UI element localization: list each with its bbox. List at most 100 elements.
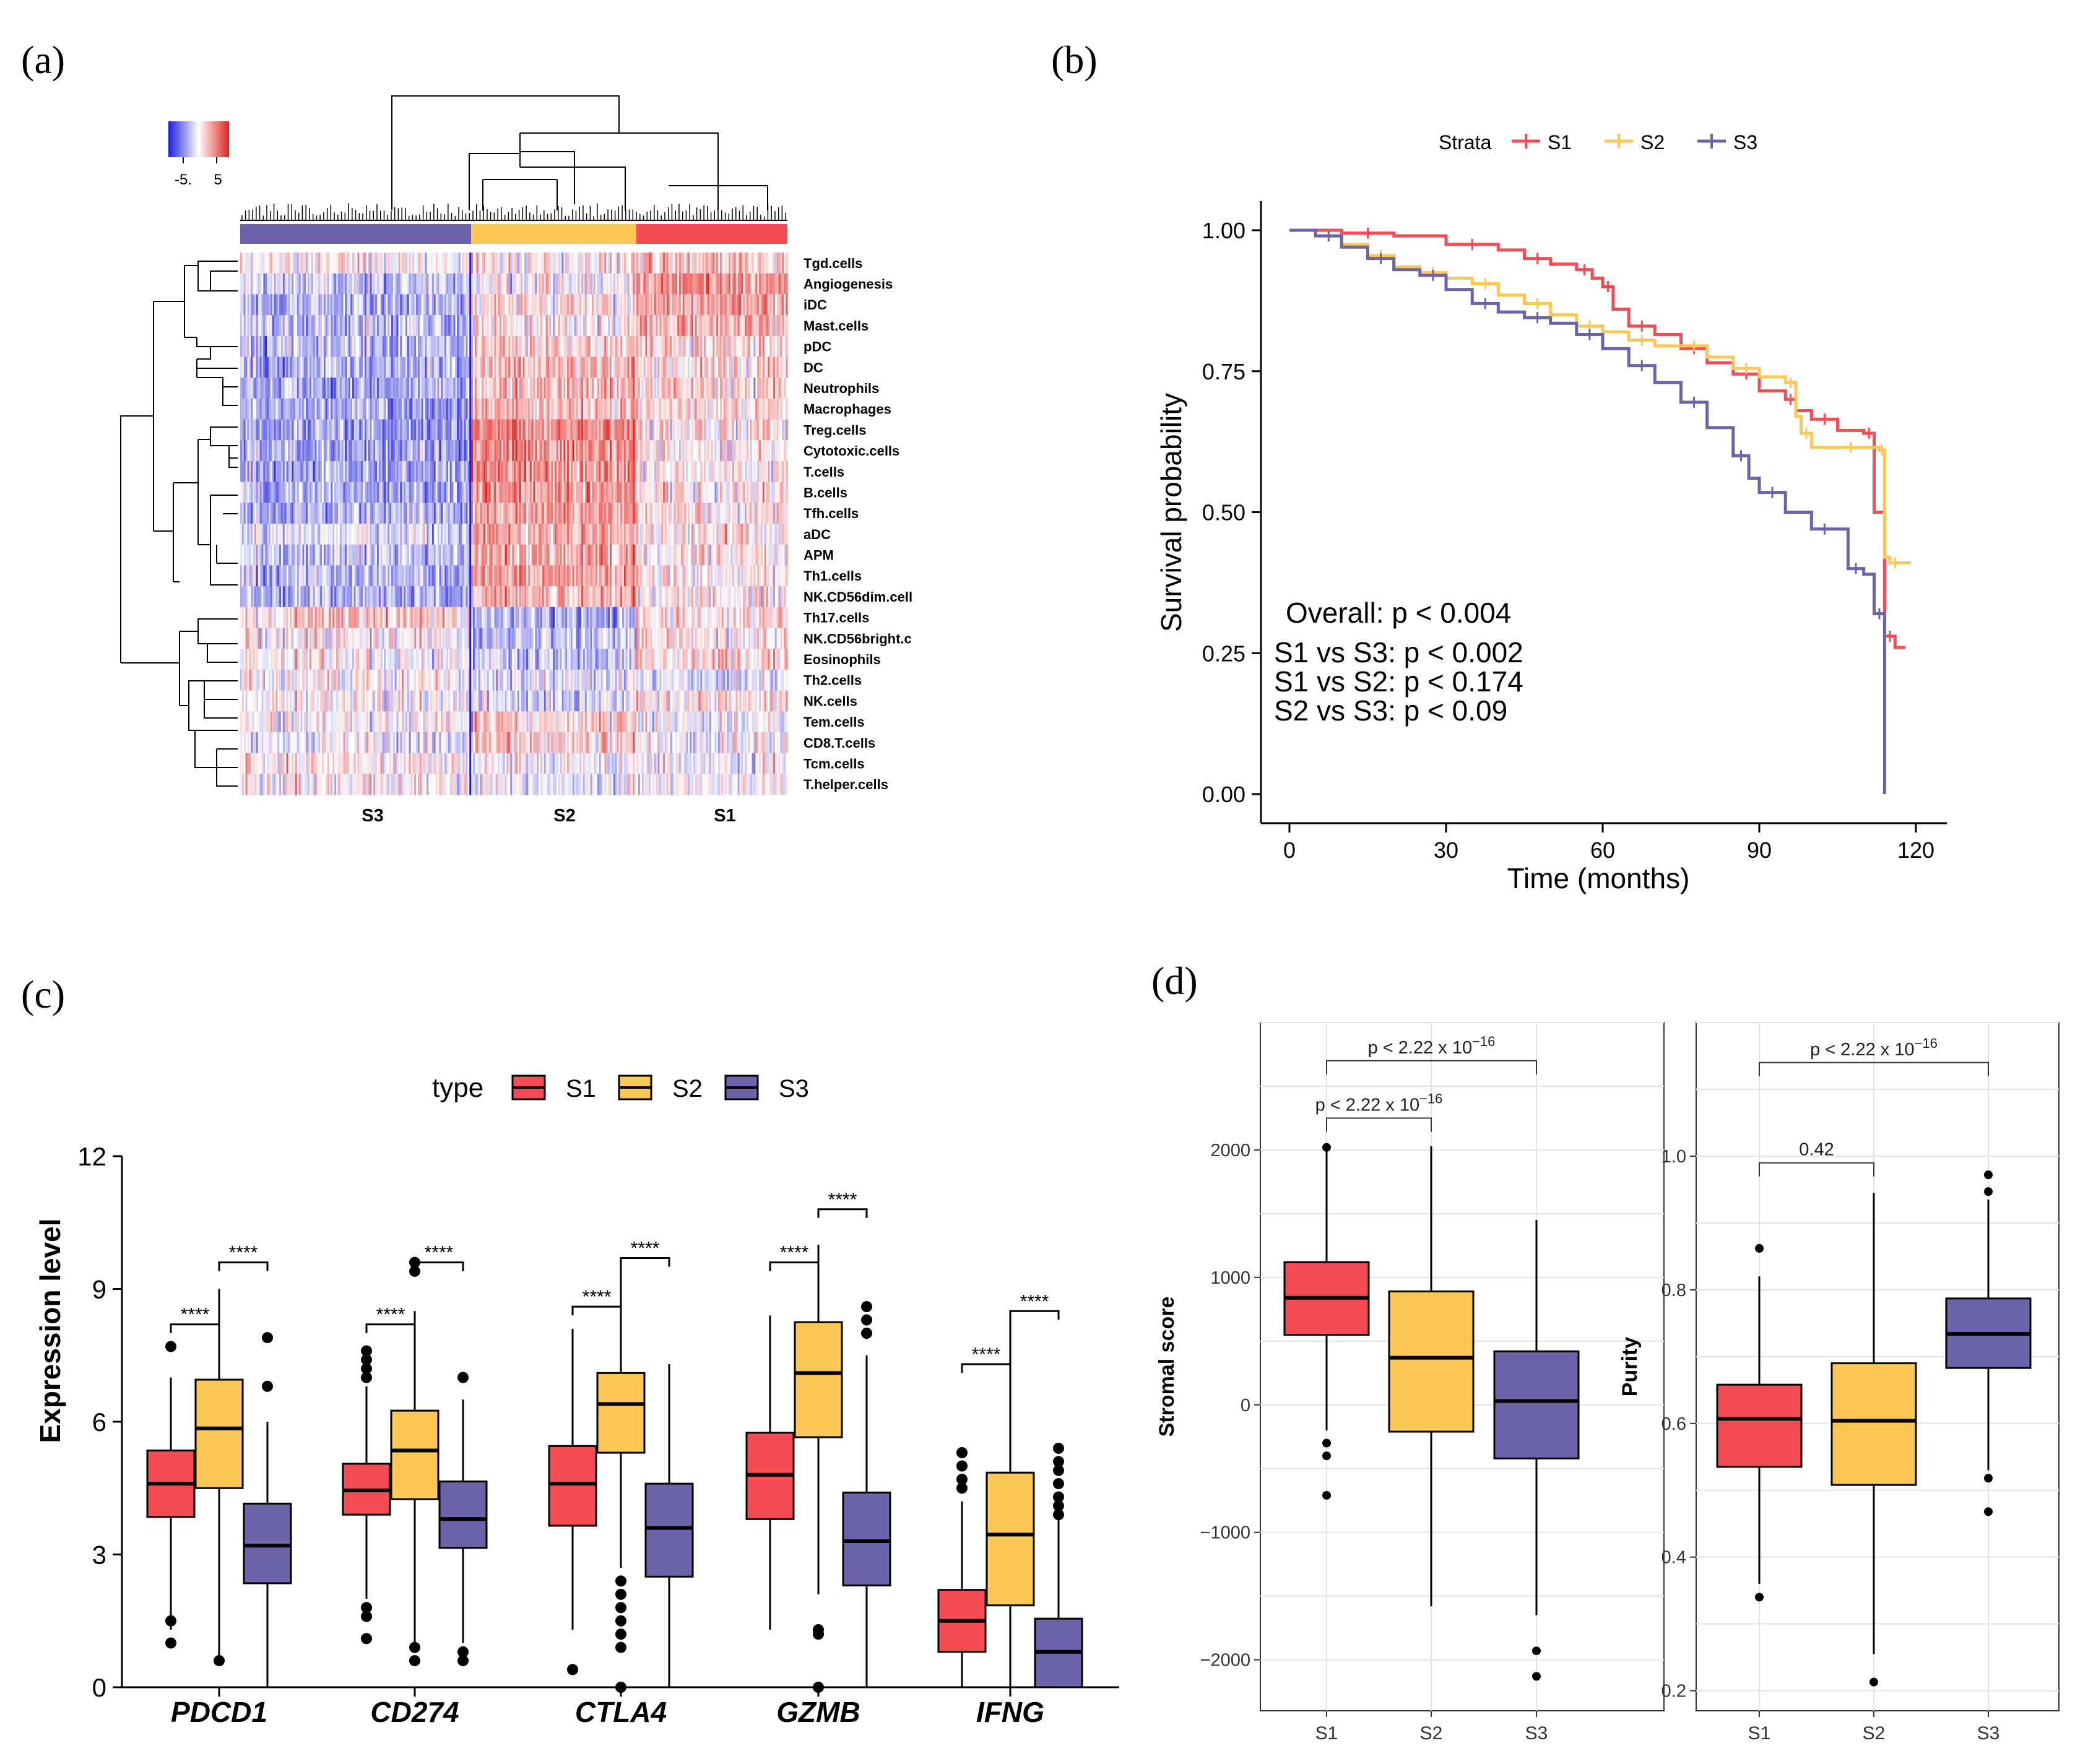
heatmap-cell — [288, 544, 290, 566]
heatmap-cell — [425, 669, 427, 691]
heatmap-cell — [457, 753, 459, 774]
heatmap-cell — [435, 649, 438, 670]
heatmap-cell — [421, 732, 424, 754]
heatmap-cell — [435, 586, 438, 608]
heatmap-cell — [419, 586, 422, 608]
heatmap-cell — [261, 711, 264, 733]
heatmap-cell — [524, 586, 527, 608]
heatmap-cell — [556, 315, 559, 337]
heatmap-cell — [490, 273, 493, 295]
heatmap-cell — [325, 669, 328, 691]
heatmap-cell — [265, 565, 267, 587]
heatmap-cell — [514, 335, 516, 358]
heatmap-cell — [240, 378, 243, 399]
heatmap-cell — [512, 357, 514, 378]
heatmap-cell — [560, 398, 563, 420]
heatmap-cell — [466, 565, 468, 587]
heatmap-cell — [531, 565, 534, 587]
heatmap-cell — [361, 378, 363, 399]
heatmap-cell — [527, 253, 531, 274]
heatmap-cell — [529, 607, 532, 629]
heatmap-cell — [245, 753, 248, 774]
heatmap-cell — [293, 419, 296, 441]
heatmap-cell — [277, 398, 280, 420]
heatmap-cell — [418, 607, 420, 629]
heatmap-cell — [464, 628, 467, 649]
heatmap-cell — [398, 669, 401, 691]
heatmap-cell — [480, 503, 482, 524]
heatmap-cell — [544, 774, 547, 795]
heatmap-cell — [300, 378, 303, 399]
heatmap-cell — [345, 565, 347, 587]
heatmap-cell — [240, 711, 243, 733]
heatmap-cell — [521, 711, 523, 733]
heatmap-cell — [286, 607, 289, 629]
heatmap-cell — [418, 378, 420, 399]
heatmap-cell — [347, 524, 349, 545]
heatmap-cell — [254, 524, 257, 545]
heatmap-cell — [522, 690, 525, 712]
heatmap-cell — [498, 690, 500, 712]
heatmap-cell — [267, 294, 269, 316]
heatmap-cell — [263, 503, 266, 524]
heatmap-cell — [314, 628, 318, 649]
heatmap-cell — [368, 440, 371, 462]
heatmap-cell — [322, 732, 324, 754]
heatmap-cell — [366, 711, 369, 733]
heatmap-cell — [423, 253, 426, 274]
heatmap-cell — [394, 711, 397, 733]
heatmap-cell — [398, 378, 401, 399]
heatmap-cell — [459, 503, 461, 524]
heatmap-cell — [270, 774, 273, 795]
heatmap-cell — [503, 732, 506, 754]
heatmap-cell — [522, 273, 525, 295]
heatmap-cell — [275, 607, 278, 629]
heatmap-cell — [430, 774, 433, 795]
heatmap-cell — [451, 419, 454, 441]
heatmap-cell — [251, 294, 253, 316]
heatmap-cell — [251, 524, 253, 545]
heatmap-cell — [545, 711, 548, 733]
heatmap-cell — [311, 335, 314, 358]
heatmap-cell — [494, 565, 496, 587]
heatmap-cell — [535, 565, 537, 587]
heatmap-cell — [313, 565, 316, 587]
heatmap-cell — [282, 460, 285, 483]
heatmap-cell — [398, 253, 401, 274]
heatmap-cell — [256, 586, 259, 608]
heatmap-cell — [542, 565, 545, 587]
heatmap-cell — [371, 503, 374, 524]
heatmap-cell — [416, 253, 418, 274]
heatmap-cell — [388, 669, 390, 691]
heatmap-cell — [284, 460, 287, 483]
heatmap-cell — [459, 753, 461, 774]
heatmap-cell — [560, 544, 563, 566]
heatmap-cell — [270, 273, 273, 295]
heatmap-cell — [323, 440, 326, 462]
heatmap-cell — [506, 732, 509, 754]
heatmap-cell — [256, 711, 259, 733]
heatmap-cell — [478, 628, 481, 649]
heatmap-cell — [531, 419, 534, 441]
heatmap-cell — [490, 440, 493, 462]
heatmap-cell — [241, 753, 245, 774]
heatmap-cell — [537, 649, 539, 670]
heatmap-cell — [258, 440, 261, 462]
heatmap-cell — [471, 335, 474, 358]
heatmap-cell — [253, 607, 255, 629]
heatmap-cell — [482, 607, 484, 629]
heatmap-cell — [318, 460, 321, 483]
heatmap-cell — [490, 544, 493, 566]
heatmap-cell — [265, 732, 267, 754]
heatmap-cell — [318, 253, 321, 274]
heatmap-cell — [370, 335, 372, 358]
heatmap-cell — [329, 503, 331, 524]
heatmap-cell — [439, 378, 441, 399]
heatmap-cell — [524, 732, 527, 754]
heatmap-cell — [519, 524, 522, 545]
heatmap-cell — [553, 273, 555, 295]
heatmap-cell — [309, 524, 312, 545]
heatmap-cell — [529, 544, 532, 566]
heatmap-cell — [281, 607, 284, 629]
heatmap-cell — [347, 669, 349, 691]
